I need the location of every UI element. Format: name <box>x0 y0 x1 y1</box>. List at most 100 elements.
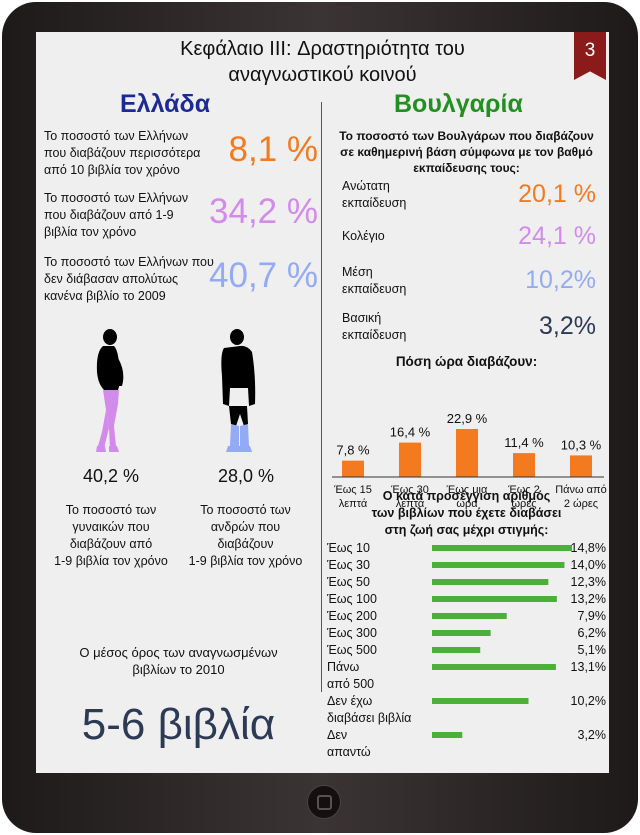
greece-stat-line: Το ποσοστό των Ελλήνων που <box>44 255 214 269</box>
greece-stat-line: κανένα βιβλίο το 2009 <box>44 289 166 303</box>
men-caption-line: ανδρών που <box>210 520 281 534</box>
time-category-label: Έως 30 λεπτά <box>382 483 438 511</box>
reading-time-chart: 7,8 % 16,4 % 22,9 % 11,4 % 10,3 % <box>332 411 604 478</box>
time-value-label: 10,3 % <box>561 437 602 452</box>
title-line-1: Κεφάλαιο III: Δραστηριότητα του <box>180 38 465 60</box>
education-value: 10,2% <box>525 266 596 294</box>
page-title: Κεφάλαιο III: Δραστηριότητα του αναγνωστ… <box>36 36 609 88</box>
books-category-label: Έως 30 <box>326 558 370 572</box>
education-value: 20,1 % <box>518 180 596 208</box>
women-caption-line: Το ποσοστό των <box>65 503 157 517</box>
education-label: Κολέγιο <box>342 228 385 245</box>
average-books-value: 5-6 βιβλία <box>81 700 276 749</box>
home-button[interactable] <box>307 785 341 819</box>
books-count-title: Ο κατά προσέγγιση αριθμός των βιβλίων που… <box>324 488 609 539</box>
reading-time-title: Πόση ώρα διαβάζουν: <box>395 354 538 369</box>
greece-stat-text: Το ποσοστό των Ελλήνων που διαβάζουν περι… <box>44 128 224 179</box>
greece-stat-line: δεν διάβασαν απολύτως <box>44 272 179 286</box>
women-caption: Το ποσοστό των γυναικών που διαβάζουν από 1… <box>36 502 186 570</box>
education-heading-line: εκπαίδευσης τους: <box>413 161 520 175</box>
screen: Κεφάλαιο III: Δραστηριότητα του αναγνωστ… <box>36 32 609 773</box>
education-label-line: Κολέγιο <box>342 229 385 243</box>
time-category-line: λεπτά <box>395 498 425 510</box>
books-title-line: των βιβλίων που έχετε διαβάσει <box>371 506 562 520</box>
books-category-label: Έως 50 <box>326 575 370 589</box>
time-category-line: Έως 15 <box>334 484 372 496</box>
books-category-label: Έως 500 <box>326 643 377 657</box>
education-label-line: Βασική <box>342 311 382 325</box>
education-label-line: Ανώτατη <box>342 179 390 193</box>
books-value-label: 10,2% <box>571 694 606 708</box>
greece-stat-line: που διαβάζουν περισσότερα <box>44 146 201 160</box>
column-divider <box>321 102 322 692</box>
education-label-line: εκπαίδευση <box>342 328 407 342</box>
books-bar <box>432 545 572 551</box>
bulgaria-title: Βουλγαρία <box>394 90 523 118</box>
women-percentage: 40,2 % <box>82 466 140 486</box>
education-value: 3,2% <box>539 312 596 340</box>
woman-silhouette-icon <box>96 329 124 452</box>
time-value-label: 11,4 % <box>504 435 544 450</box>
books-bar <box>432 698 529 704</box>
books-value-label: 6,2% <box>578 626 607 640</box>
books-category-label: Έως 100 <box>326 592 377 606</box>
greece-stat-line: που διαβάζουν από 1-9 <box>44 208 174 222</box>
time-value-label: 22,9 % <box>447 411 488 426</box>
greece-title: Ελλάδα <box>120 90 211 118</box>
books-title-line: Ο κατά προσέγγιση αριθμός <box>382 489 551 503</box>
books-category-label: Δεν έχω <box>327 694 372 708</box>
books-category-label: Έως 200 <box>326 609 377 623</box>
time-bar <box>342 460 364 477</box>
education-label-line: Μέση <box>342 265 373 279</box>
time-bar <box>399 442 421 477</box>
men-caption: Το ποσοστό των ανδρών που διαβάζουν 1-9 βιβ… <box>173 502 318 570</box>
women-caption-line: 1-9 βιβλία τον χρόνο <box>54 554 168 568</box>
books-category-label: απαντώ <box>327 745 371 759</box>
books-value-label: 3,2% <box>578 728 607 742</box>
books-category-label: Δεν <box>327 728 347 742</box>
books-count-chart: 14,8% Έως 10 14,0% Έως 30 12,3% Έως 50 13,2% Έω… <box>326 541 607 759</box>
time-category-label: Έως 15 λεπτά <box>325 483 381 511</box>
books-bar <box>432 647 481 653</box>
books-category-label: Έως 10 <box>326 541 370 555</box>
men-caption-line: 1-9 βιβλία τον χρόνο <box>188 554 303 568</box>
books-bar <box>432 613 507 619</box>
education-label: Βασική εκπαίδευση <box>342 310 406 344</box>
time-bar <box>456 429 478 477</box>
time-category-label: Πάνω από 2 ώρες <box>553 483 609 511</box>
books-category-label: από 500 <box>327 677 374 691</box>
time-value-label: 7,8 % <box>336 443 370 458</box>
books-bar <box>432 562 565 568</box>
books-title-line: στη ζωή σας μέχρι στιγμής: <box>384 523 549 537</box>
man-silhouette-icon <box>221 329 256 452</box>
time-category-line: Έως 30 <box>391 484 429 496</box>
education-heading-line: Το ποσοστό των Βουλγάρων που διαβάζουν <box>339 129 594 143</box>
books-value-label: 14,0% <box>571 558 606 572</box>
women-caption-line: γυναικών που <box>72 520 150 534</box>
title-line-2: αναγνωστικού κοινού <box>228 64 417 86</box>
time-category-line: Έως μια <box>446 484 488 496</box>
women-caption-line: διαβάζουν από <box>69 537 153 551</box>
time-bar <box>513 453 535 477</box>
books-value-label: 5,1% <box>578 643 607 657</box>
books-category-label: διαβάσει βιβλία <box>327 711 411 725</box>
average-caption-line: βιβλίων το 2010 <box>132 662 225 677</box>
education-label: Μέση εκπαίδευση <box>342 264 406 298</box>
greece-stat-value: 8,1 % <box>228 130 319 169</box>
books-bar <box>432 664 556 670</box>
greece-stat-line: Το ποσοστό των Ελλήνων <box>44 191 189 205</box>
education-label-line: εκπαίδευση <box>342 196 407 210</box>
greece-stat-line: από 10 βιβλία τον χρόνο <box>44 163 180 177</box>
time-category-line: Πάνω από <box>555 484 607 496</box>
time-category-line: 2 ώρες <box>563 498 599 510</box>
average-caption-line: Ο μέσος όρος των αναγνωσμένων <box>79 645 278 660</box>
books-bar <box>432 732 463 738</box>
time-category-label: Έως μια ώρα <box>439 483 495 511</box>
time-category-line: ώρες <box>511 498 537 510</box>
books-value-label: 14,8% <box>571 541 606 555</box>
education-value: 24,1 % <box>518 222 596 250</box>
books-value-label: 12,3% <box>571 575 606 589</box>
men-caption-line: Το ποσοστό των <box>200 503 291 517</box>
books-value-label: 13,1% <box>571 660 606 674</box>
